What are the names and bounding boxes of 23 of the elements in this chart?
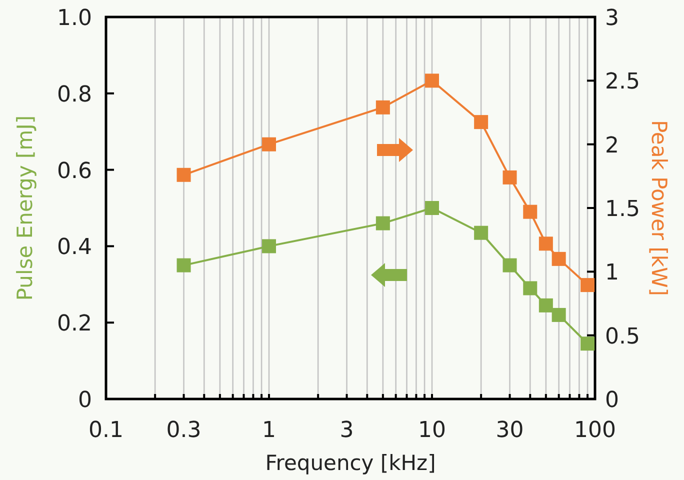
y2-tick-label: 1 xyxy=(605,260,619,286)
x-tick-label: 30 xyxy=(496,418,524,443)
y2-tick-label: 0.5 xyxy=(605,324,640,350)
y-tick-label: 0.6 xyxy=(57,158,92,184)
x-tick-label: 10 xyxy=(418,418,446,443)
y-tick-label: 0.8 xyxy=(57,82,92,108)
y-tick-label: 0.4 xyxy=(57,235,92,260)
y-axis-title: Pulse Energy [mJ] xyxy=(13,115,37,301)
x-tick-label: 0.3 xyxy=(166,418,202,443)
x-tick-label: 0.1 xyxy=(88,418,124,443)
y2-tick-label: 3 xyxy=(605,6,619,31)
y2-tick-label: 2 xyxy=(605,133,619,158)
y2-tick-label: 0 xyxy=(605,388,619,413)
y2-tick-label: 2.5 xyxy=(605,70,640,95)
y-tick-label: 0 xyxy=(78,388,92,413)
y2-tick-label: 1.5 xyxy=(605,197,640,222)
x-axis-title: Frequency [kHz] xyxy=(265,451,436,475)
y-tick-label: 1.0 xyxy=(57,6,92,31)
x-tick-label: 1 xyxy=(262,418,276,443)
y-tick-label: 0.2 xyxy=(57,312,92,337)
x-tick-label: 100 xyxy=(574,418,616,443)
x-tick-label: 3 xyxy=(340,418,354,443)
y2-axis-title: Peak Power [kW] xyxy=(647,120,671,296)
